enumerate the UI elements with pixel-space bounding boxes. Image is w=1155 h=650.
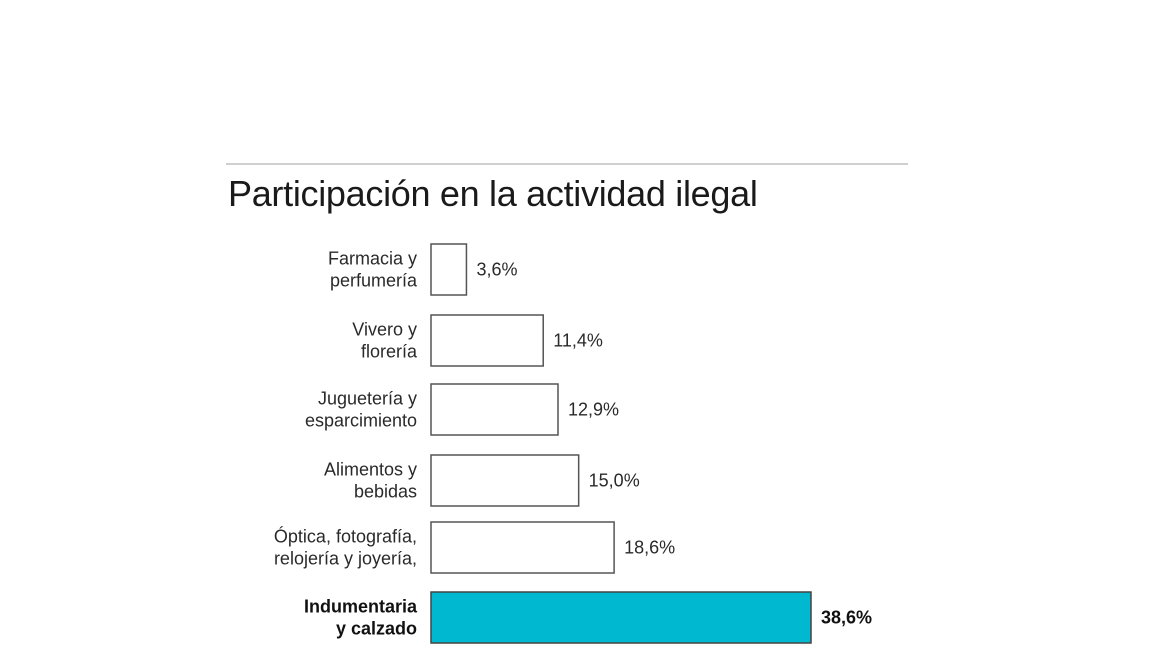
- bar-5: [430, 591, 812, 644]
- category-label-4: Óptica, fotografía, relojería y joyería,: [274, 526, 417, 569]
- value-label-0: 3,6%: [476, 260, 517, 280]
- value-label-5: 38,6%: [821, 608, 872, 628]
- value-label-3: 15,0%: [589, 471, 640, 491]
- category-label-5: Indumentaria y calzado: [304, 597, 418, 639]
- chart-title: Participación en la actividad ilegal: [228, 173, 758, 214]
- bar-0: [430, 243, 468, 296]
- bar-2: [430, 383, 559, 436]
- bar-1: [430, 314, 544, 367]
- bar-4: [430, 521, 615, 574]
- bar-3: [430, 454, 580, 507]
- value-label-4: 18,6%: [624, 538, 675, 558]
- category-label-1: Vivero y florería: [352, 320, 418, 362]
- category-label-0: Farmacia y perfumería: [328, 249, 418, 291]
- value-label-1: 11,4%: [553, 331, 603, 351]
- category-label-3: Alimentos y bebidas: [324, 460, 417, 502]
- top-rule: [226, 163, 908, 165]
- category-label-2: Juguetería y esparcimiento: [305, 389, 417, 431]
- value-label-2: 12,9%: [568, 400, 619, 420]
